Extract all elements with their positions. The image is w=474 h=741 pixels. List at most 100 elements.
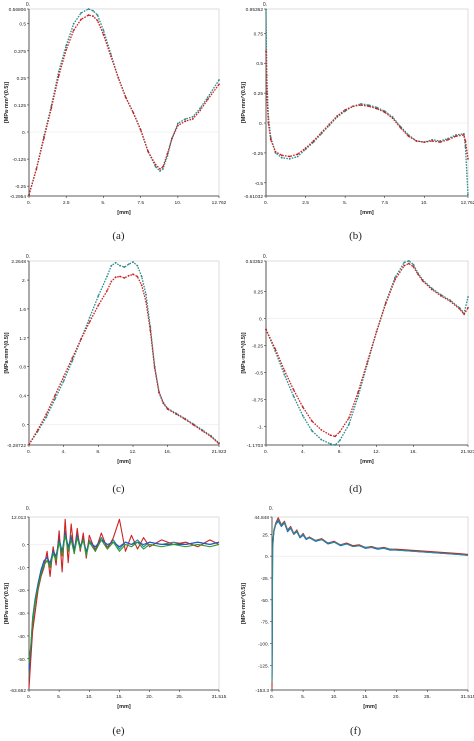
data-point xyxy=(171,137,173,140)
y-tick-label: -1. xyxy=(257,425,263,431)
data-point xyxy=(124,96,127,99)
data-point xyxy=(45,416,48,418)
x-tick-label: 20. xyxy=(146,694,153,700)
y-tick-label: -0.5 xyxy=(255,371,264,377)
data-point xyxy=(42,137,45,140)
y-tick-label: 0. xyxy=(22,422,26,428)
x-tick-label: 16. xyxy=(164,449,171,455)
data-point xyxy=(394,278,396,281)
data-point xyxy=(159,170,161,172)
data-point xyxy=(375,107,378,110)
chart-a: 0.56806 0.5 0.375 0.25 0.125 0. -0.125 -0.25 -0.… xyxy=(4,2,227,216)
x-tick-label: 0. xyxy=(264,200,268,206)
data-point xyxy=(153,367,156,369)
data-point xyxy=(403,264,406,267)
corner-label: 0. xyxy=(263,254,267,260)
data-point xyxy=(265,328,267,331)
data-point xyxy=(154,163,157,166)
y-tick-label: -0.125 xyxy=(12,157,26,163)
y-tick-label: 0.5 xyxy=(256,61,263,67)
data-point xyxy=(87,14,90,16)
data-point xyxy=(320,428,323,431)
x-axis-label: [mm] xyxy=(360,459,374,465)
series-line-2 xyxy=(271,520,469,679)
data-point xyxy=(71,357,74,359)
y-tick-label: -0.61032 xyxy=(244,194,263,200)
data-point xyxy=(123,277,126,279)
x-tick-label: 5. xyxy=(101,200,105,206)
x-tick-label: 10. xyxy=(175,200,182,206)
x-axis-label: [mm] xyxy=(117,210,131,216)
series-line-1 xyxy=(28,261,220,445)
data-point xyxy=(145,300,147,303)
corner-label: 0. xyxy=(269,506,273,512)
x-tick-label: 12.762 xyxy=(461,200,474,206)
data-point xyxy=(320,131,323,134)
caption-e: (e) xyxy=(112,725,125,737)
data-point xyxy=(367,105,370,108)
data-point xyxy=(140,284,143,287)
x-tick-label: 2.5 xyxy=(63,200,70,206)
data-point xyxy=(36,429,39,431)
data-point xyxy=(62,380,65,382)
y-tick-label: -0.25 xyxy=(252,344,263,350)
caption-f: (f) xyxy=(350,725,361,737)
plot-frame xyxy=(28,260,220,446)
caption-a: (a) xyxy=(112,230,125,242)
data-point xyxy=(57,74,60,77)
x-tick-label: 7.5 xyxy=(137,200,144,206)
panel-e: 12.013 0. -10. -20. -30. -40. -50. -63.662 0. 5. 1… xyxy=(0,504,237,741)
data-point xyxy=(288,158,291,160)
corner-label: 0. xyxy=(263,2,267,8)
data-point xyxy=(280,154,283,157)
x-tick-label: 21.923 xyxy=(461,449,474,455)
data-point xyxy=(184,120,187,123)
x-tick-label: 25. xyxy=(176,694,183,700)
data-point xyxy=(136,264,139,267)
data-point xyxy=(407,262,410,265)
data-point xyxy=(92,9,94,12)
data-point xyxy=(80,12,83,14)
series-line-4 xyxy=(28,534,220,664)
y-axis-label: [MPa·mm^(0.5)] xyxy=(241,332,247,373)
y-tick-label: -63.662 xyxy=(10,688,27,694)
x-tick-label: 0. xyxy=(270,694,274,700)
data-point xyxy=(154,165,157,168)
y-tick-label: -0.25 xyxy=(15,184,26,190)
data-point xyxy=(467,158,469,160)
data-point xyxy=(147,150,150,153)
data-point xyxy=(391,117,394,120)
data-point xyxy=(35,167,38,170)
plot-frame xyxy=(271,516,469,691)
series-line-3 xyxy=(271,518,469,683)
data-point xyxy=(109,55,112,58)
y-tick-label: 0.56806 xyxy=(9,7,27,13)
y-tick-label: -0.2954 xyxy=(10,194,27,200)
data-point xyxy=(348,423,350,426)
y-tick-label: -10. xyxy=(18,565,26,571)
x-tick-label: 25. xyxy=(424,694,431,700)
data-point xyxy=(132,111,135,114)
x-tick-label: 16. xyxy=(410,449,417,455)
data-point xyxy=(329,434,332,437)
data-point xyxy=(175,413,178,416)
data-point xyxy=(184,118,187,120)
data-point xyxy=(269,136,272,139)
data-point xyxy=(54,398,56,400)
data-point xyxy=(132,273,134,276)
data-point xyxy=(166,408,169,411)
data-point xyxy=(274,347,277,350)
data-point xyxy=(50,107,53,110)
series-line-1 xyxy=(265,260,469,446)
data-point xyxy=(336,114,339,117)
y-tick-label: -30. xyxy=(18,611,26,617)
x-tick-label: 8. xyxy=(338,449,342,455)
x-tick-label: 15. xyxy=(116,694,123,700)
data-point xyxy=(191,118,194,120)
y-tick-label: -0.5 xyxy=(255,181,264,187)
data-point xyxy=(218,83,220,86)
data-point xyxy=(149,329,152,332)
